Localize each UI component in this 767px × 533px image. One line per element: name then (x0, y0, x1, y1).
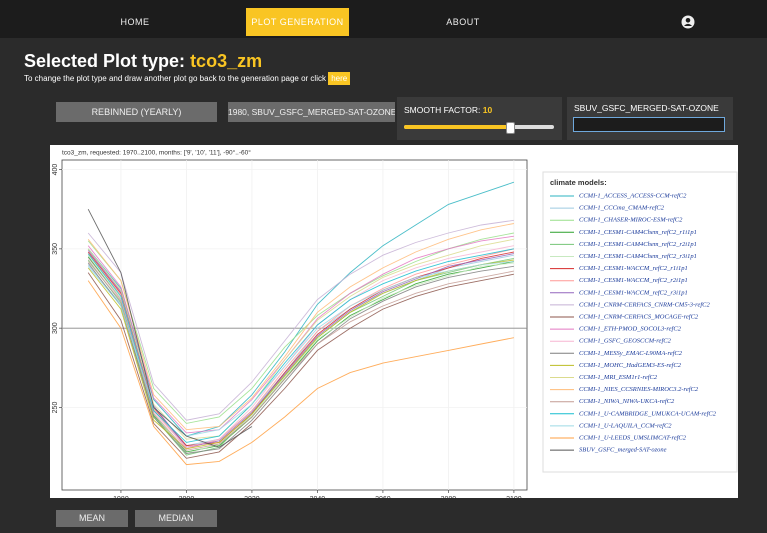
y-tick-label: 300 (52, 322, 59, 334)
hint-text: To change the plot type and draw another… (24, 74, 326, 83)
series-line (87, 251, 514, 447)
legend-entry: CCMI-1_CESM1-CAM4Chem_refC2_r1i1p1 (579, 229, 697, 236)
series-line (87, 223, 514, 431)
legend-title: climate models: (550, 178, 607, 187)
title-text: Selected Plot type: (24, 51, 186, 71)
nav-plot-generation[interactable]: PLOT GENERATION (246, 8, 349, 36)
hint-link[interactable]: here (328, 72, 351, 85)
x-tick-label: 2000 (179, 496, 195, 498)
chart: tco3_zm, requested: 1970..2100, months: … (50, 145, 738, 498)
mean-button[interactable]: MEAN (56, 510, 128, 527)
series-line (87, 219, 514, 421)
smooth-panel: SMOOTH FACTOR: 10 (397, 97, 562, 140)
series-line (87, 254, 514, 455)
x-tick-label: 2040 (310, 496, 326, 498)
nav-home[interactable]: HOME (120, 17, 150, 27)
dataset-panel: SBUV_GSFC_MERGED-SAT-OZONE (567, 97, 733, 140)
dataset-input[interactable] (573, 117, 725, 132)
series-line (87, 261, 514, 451)
legend-entry: CCMI-1_CHASER-MIROC-ESM-refC2 (579, 217, 683, 224)
legend-entry: CCMI-1_ETH-PMOD_SOCOL3-refC2 (579, 326, 682, 333)
legend-entry: CCMI-1_CESM1-WACCM_refC2_r2i1p1 (579, 277, 688, 284)
median-button[interactable]: MEDIAN (135, 510, 217, 527)
legend-entry: CCMI-1_U-LEEDS_UMSLIMCAT-refC2 (579, 434, 687, 441)
reference-button[interactable]: 1980, SBUV_GSFC_MERGED-SAT-OZONE (228, 102, 395, 122)
legend-entry: CCMI-1_MOHC_HadGEM3-ES-refC2 (579, 362, 682, 369)
hint: To change the plot type and draw another… (24, 72, 351, 85)
x-tick-label: 1980 (113, 496, 129, 498)
legend-entry: CCMI-1_CESM1-WACCM_refC2_r3i1p1 (579, 289, 688, 296)
series-line (87, 208, 253, 448)
x-tick-label: 2080 (441, 496, 457, 498)
user-icon[interactable] (681, 15, 695, 29)
series-line (87, 181, 515, 437)
slider-knob[interactable] (506, 122, 515, 134)
legend-entry: CCMI-1_NIES_CCSRNIES-MIROC3.2-refC2 (579, 386, 699, 393)
x-tick-label: 2020 (244, 496, 260, 498)
dataset-label: SBUV_GSFC_MERGED-SAT-OZONE (574, 103, 719, 113)
legend-entry: CCMI-1_CESM1-WACCM_refC2_r1i1p1 (579, 265, 688, 272)
plot-frame (61, 159, 528, 491)
y-tick-label: 250 (52, 402, 59, 414)
x-tick-label: 2100 (506, 496, 522, 498)
y-tick-label: 400 (52, 164, 59, 176)
series-line (87, 235, 514, 434)
legend-entry: CCMI-1_U-CAMBRIDGE_UMUKCA-UCAM-refC2 (579, 410, 717, 417)
nav-bar: HOME PLOT GENERATION ABOUT (0, 0, 767, 38)
x-tick-label: 2060 (375, 496, 391, 498)
series-line (87, 245, 514, 448)
slider-track[interactable] (404, 122, 554, 134)
series-line (87, 280, 514, 466)
series-line (87, 232, 514, 424)
legend-entry: CCMI-1_MRI_ESM1r1-refC2 (579, 374, 658, 381)
chart-title: tco3_zm, requested: 1970..2100, months: … (62, 149, 251, 157)
y-tick-label: 350 (52, 243, 59, 255)
legend-entry: CCMI-1_CESM1-CAM4Chem_refC2_r2i1p1 (579, 241, 697, 248)
legend-box (542, 171, 738, 473)
smooth-value: 10 (482, 105, 493, 115)
nav-about[interactable]: ABOUT (446, 17, 480, 27)
series-line (87, 262, 514, 454)
legend-entry: CCMI-1_ACCESS_ACCESS-CCM-refC2 (579, 192, 687, 199)
legend-entry: CCMI-1_U-LAQUILA_CCM-refC2 (579, 422, 672, 429)
rebin-button[interactable]: REBINNED (YEARLY) (56, 102, 217, 122)
series-line (87, 248, 514, 443)
legend-entry: CCMI-1_GSFC_GEOSCCM-refC2 (579, 338, 672, 345)
legend-entry: CCMI-1_CESM1-CAM4Chem_refC2_r3i1p1 (579, 253, 697, 260)
legend-entry: SBUV_GSFC_merged-SAT-ozone (579, 447, 667, 454)
page-title: Selected Plot type: tco3_zm (24, 51, 262, 72)
legend-entry: CCMI-1_CNRM-CERFACS_MOCAGE-refC2 (579, 313, 699, 320)
series-line (87, 272, 514, 459)
legend-entry: CCMI-1_MESSy_EMAC-L90MA-refC2 (579, 350, 683, 357)
series-line (87, 238, 514, 440)
slider-fill (404, 125, 508, 129)
series-line (87, 256, 514, 453)
plot-type: tco3_zm (190, 51, 263, 71)
legend-entry: CCMI-1_NIWA_NIWA-UKCA-refC2 (579, 398, 675, 405)
smooth-label-text: SMOOTH FACTOR: (404, 105, 481, 115)
legend-entry: CCMI-1_CNRM-CERFACS_CNRM-CM5-3-refC2 (579, 301, 710, 308)
series-line (87, 259, 514, 450)
legend-entry: CCMI-1_CCCma_CMAM-refC2 (579, 205, 665, 212)
smooth-label: SMOOTH FACTOR: 10 (404, 105, 492, 115)
